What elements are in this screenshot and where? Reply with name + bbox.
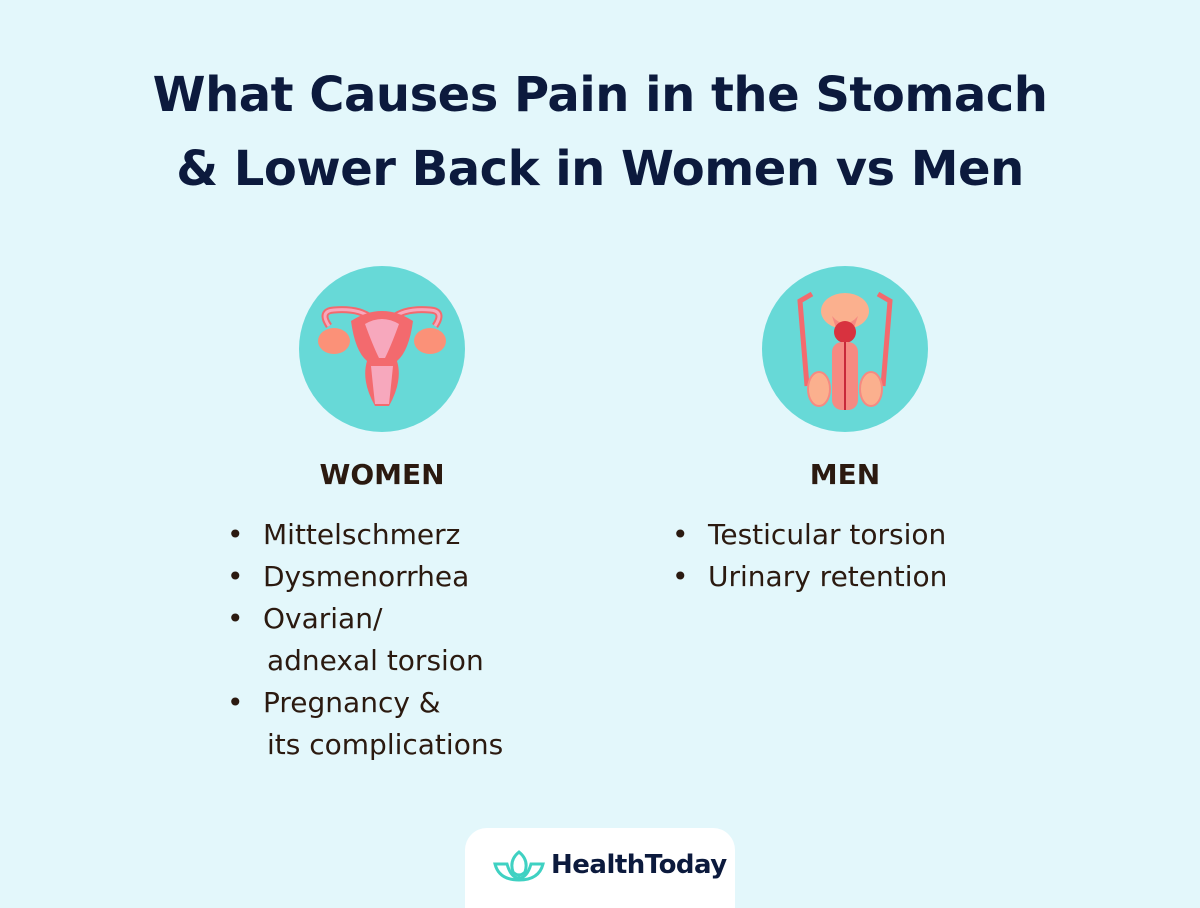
title-line-1: What Causes Pain in the Stomach (152, 67, 1048, 123)
title-line-2: & Lower Back in Women vs Men (176, 141, 1024, 197)
women-heading: WOMEN (319, 458, 445, 491)
men-causes-list: Testicular torsion Urinary retention (672, 514, 947, 598)
list-item-text: Pregnancy & (263, 686, 441, 719)
logo-text: HealthToday (551, 850, 727, 880)
list-item: Pregnancy & its complications (227, 682, 503, 766)
list-item-text: Ovarian/ (263, 602, 383, 635)
male-reproductive-icon (762, 266, 928, 432)
list-item: Mittelschmerz (227, 514, 503, 556)
list-item-continuation: adnexal torsion (267, 644, 484, 677)
list-item: Urinary retention (672, 556, 947, 598)
list-item: Ovarian/adnexal torsion (227, 598, 503, 682)
uterus-icon (299, 266, 465, 432)
list-item-continuation: its complications (267, 728, 504, 761)
list-item: Dysmenorrhea (227, 556, 503, 598)
women-causes-list: Mittelschmerz Dysmenorrhea Ovarian/adnex… (227, 514, 503, 766)
lotus-icon (493, 850, 545, 882)
healthtoday-logo: HealthToday (465, 828, 735, 908)
men-heading: MEN (809, 458, 881, 491)
list-item: Testicular torsion (672, 514, 947, 556)
page-title: What Causes Pain in the Stomach & Lower … (0, 58, 1200, 206)
